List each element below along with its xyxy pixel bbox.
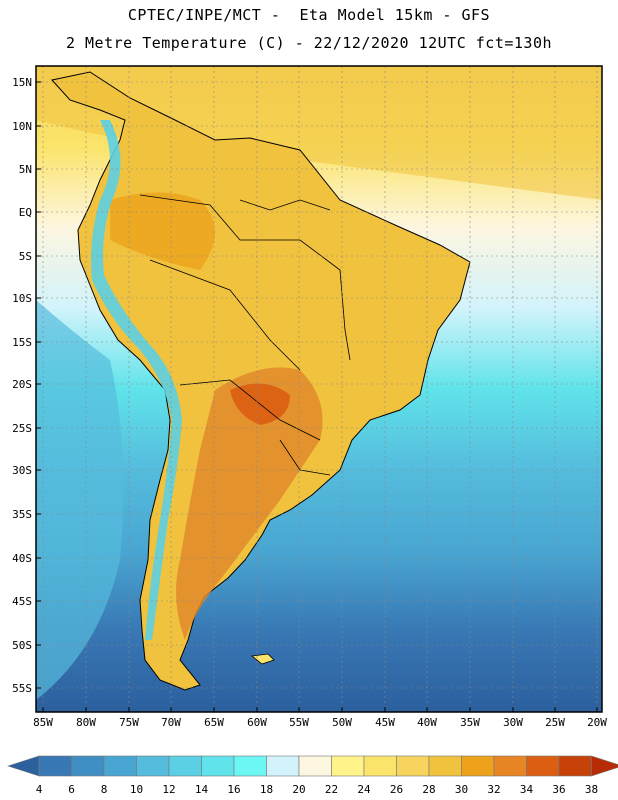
map-frame [35, 65, 603, 713]
colorbar-swatch [233, 755, 267, 777]
colorbar-min-arrow [7, 755, 40, 777]
lat-lon-grid [36, 66, 602, 712]
lat-label: EQ [19, 206, 32, 219]
andes-cool-strip [91, 120, 182, 640]
lon-label: 65W [204, 716, 224, 729]
colorbar-label: 28 [422, 783, 435, 796]
colorbar-label: 20 [292, 783, 305, 796]
colorbar-label: 16 [227, 783, 240, 796]
border-brazil-north [139, 194, 351, 361]
lat-label: 5S [19, 250, 32, 263]
colorbar-label: 38 [585, 783, 598, 796]
lat-label: 15S [12, 336, 32, 349]
lon-label: 30W [503, 716, 523, 729]
lon-label: 80W [76, 716, 96, 729]
colorbar-swatch [428, 755, 462, 777]
lon-label: 25W [545, 716, 565, 729]
colorbar-swatch [461, 755, 495, 777]
colorbar-label: 22 [325, 783, 338, 796]
tropical-atlantic-warm [36, 66, 602, 200]
lat-label: 35S [12, 508, 32, 521]
longitude-labels: 85W 80W 75W 70W 65W 60W 55W 50W 45W 40W 35W 30W 25W 2… [33, 707, 607, 729]
colorbar-label: 10 [130, 783, 143, 796]
latitude-labels: 15N 10N 5N EQ 5S 10S 15S 20S 25S 30S 35S 40S 45S 50S 5… [12, 76, 41, 695]
colorbar-label: 36 [552, 783, 565, 796]
colorbar-label: 30 [455, 783, 468, 796]
colorbar-swatch [558, 755, 592, 777]
colorbar-max-arrow [591, 755, 618, 777]
lon-label: 85W [33, 716, 53, 729]
map-plot-area [36, 66, 602, 712]
colorbar-label: 4 [36, 783, 43, 796]
lon-label: 60W [247, 716, 267, 729]
colorbar-label: 18 [260, 783, 273, 796]
lat-label: 25S [12, 422, 32, 435]
border-peru-bolivia [149, 259, 301, 371]
colorbar-label: 34 [520, 783, 534, 796]
map-title-line2: 2 Metre Temperature (C) - 22/12/2020 12U… [65, 34, 553, 52]
lat-label: 10S [12, 292, 32, 305]
lon-label: 20W [587, 716, 607, 729]
colorbar-label: 26 [390, 783, 403, 796]
lat-label: 55S [12, 682, 32, 695]
country-borders [139, 194, 351, 476]
colorbar-label: 12 [162, 783, 175, 796]
falkland-islands [251, 653, 275, 665]
border-guianas [239, 199, 331, 211]
colorbar-swatch [38, 755, 72, 777]
lat-label: 30S [12, 464, 32, 477]
colorbar-swatch [493, 755, 527, 777]
colorbar-label: 6 [68, 783, 75, 796]
colorbar-swatch [168, 755, 202, 777]
colorbar-swatch [363, 755, 397, 777]
lon-label: 50W [332, 716, 352, 729]
lat-label: 5N [19, 163, 32, 176]
colorbar-label: 32 [487, 783, 500, 796]
colorbar-swatch [136, 755, 170, 777]
colorbar-swatch [71, 755, 105, 777]
colorbar [7, 755, 618, 777]
lon-label: 40W [417, 716, 437, 729]
lon-label: 45W [375, 716, 395, 729]
colorbar-swatch [396, 755, 430, 777]
hot-zone-gran-chaco [176, 367, 323, 640]
colorbar-swatch [201, 755, 235, 777]
colorbar-labels: 4 6 8 10 12 14 16 18 20 22 24 26 28 30 32 34 36 38 [36, 783, 598, 796]
colorbar-swatch [266, 755, 300, 777]
lat-label: 10N [12, 120, 32, 133]
lat-label: 40S [12, 552, 32, 565]
lon-label: 75W [119, 716, 139, 729]
colorbar-label: 24 [357, 783, 371, 796]
map-title-line1: CPTEC/INPE/MCT - Eta Model 15km - GFS [127, 6, 491, 24]
lon-label: 35W [460, 716, 480, 729]
colorbar-label: 14 [195, 783, 209, 796]
lon-label: 70W [161, 716, 181, 729]
colorbar-label: 8 [101, 783, 108, 796]
colorbar-swatch [526, 755, 560, 777]
border-paraguay [179, 379, 321, 441]
border-uruguay [279, 439, 331, 476]
lat-label: 20S [12, 378, 32, 391]
colorbar-swatch [331, 755, 365, 777]
lat-label: 50S [12, 639, 32, 652]
colorbar-swatch [103, 755, 137, 777]
lon-label: 55W [289, 716, 309, 729]
lat-label: 15N [12, 76, 32, 89]
colorbar-swatch [298, 755, 332, 777]
lat-label: 45S [12, 595, 32, 608]
pacific-cool-band [36, 300, 124, 700]
